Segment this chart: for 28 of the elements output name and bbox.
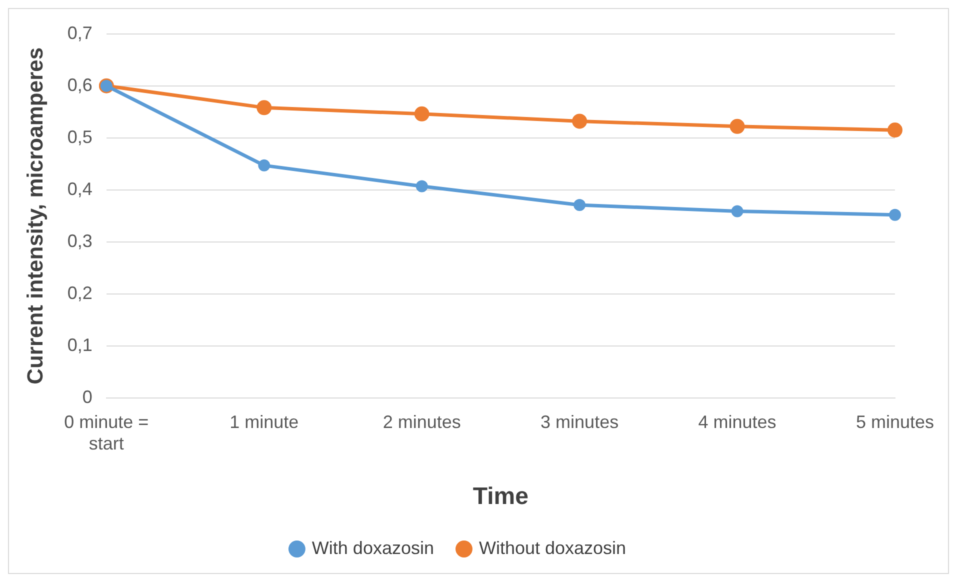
y-axis-title: Current intensity, microamperes [22, 47, 48, 384]
x-tick-label: 2 minutes [382, 412, 461, 432]
point [888, 208, 901, 221]
x-tick-label: 1 minute [230, 412, 299, 432]
x-tick-label: 5 minutes [856, 412, 934, 432]
y-tick-label: 0,3 [67, 230, 92, 251]
legend-label: With doxazosin [312, 538, 434, 558]
x-tick-label: 0 minute = start [64, 412, 149, 454]
point [731, 205, 744, 218]
y-tick-label: 0,6 [67, 74, 92, 95]
y-tick-label: 0 [82, 386, 92, 407]
point [414, 106, 430, 122]
x-tick-label: 4 minutes [698, 412, 776, 432]
point [256, 100, 272, 116]
x-axis-title: Time [472, 483, 528, 510]
y-tick-label: 0,2 [67, 282, 92, 303]
legend-label: Without doxazosin [478, 538, 626, 558]
y-tick-label: 0,4 [67, 178, 92, 199]
y-tick-label: 0,5 [67, 126, 92, 147]
y-tick-label: 0,1 [67, 334, 92, 355]
point [258, 159, 270, 172]
point [572, 114, 588, 129]
point [574, 198, 586, 211]
point [416, 180, 428, 192]
point [887, 122, 902, 138]
x-tick-label: 3 minutes [540, 412, 619, 432]
y-tick-label: 0,7 [67, 22, 92, 43]
point [730, 118, 745, 134]
